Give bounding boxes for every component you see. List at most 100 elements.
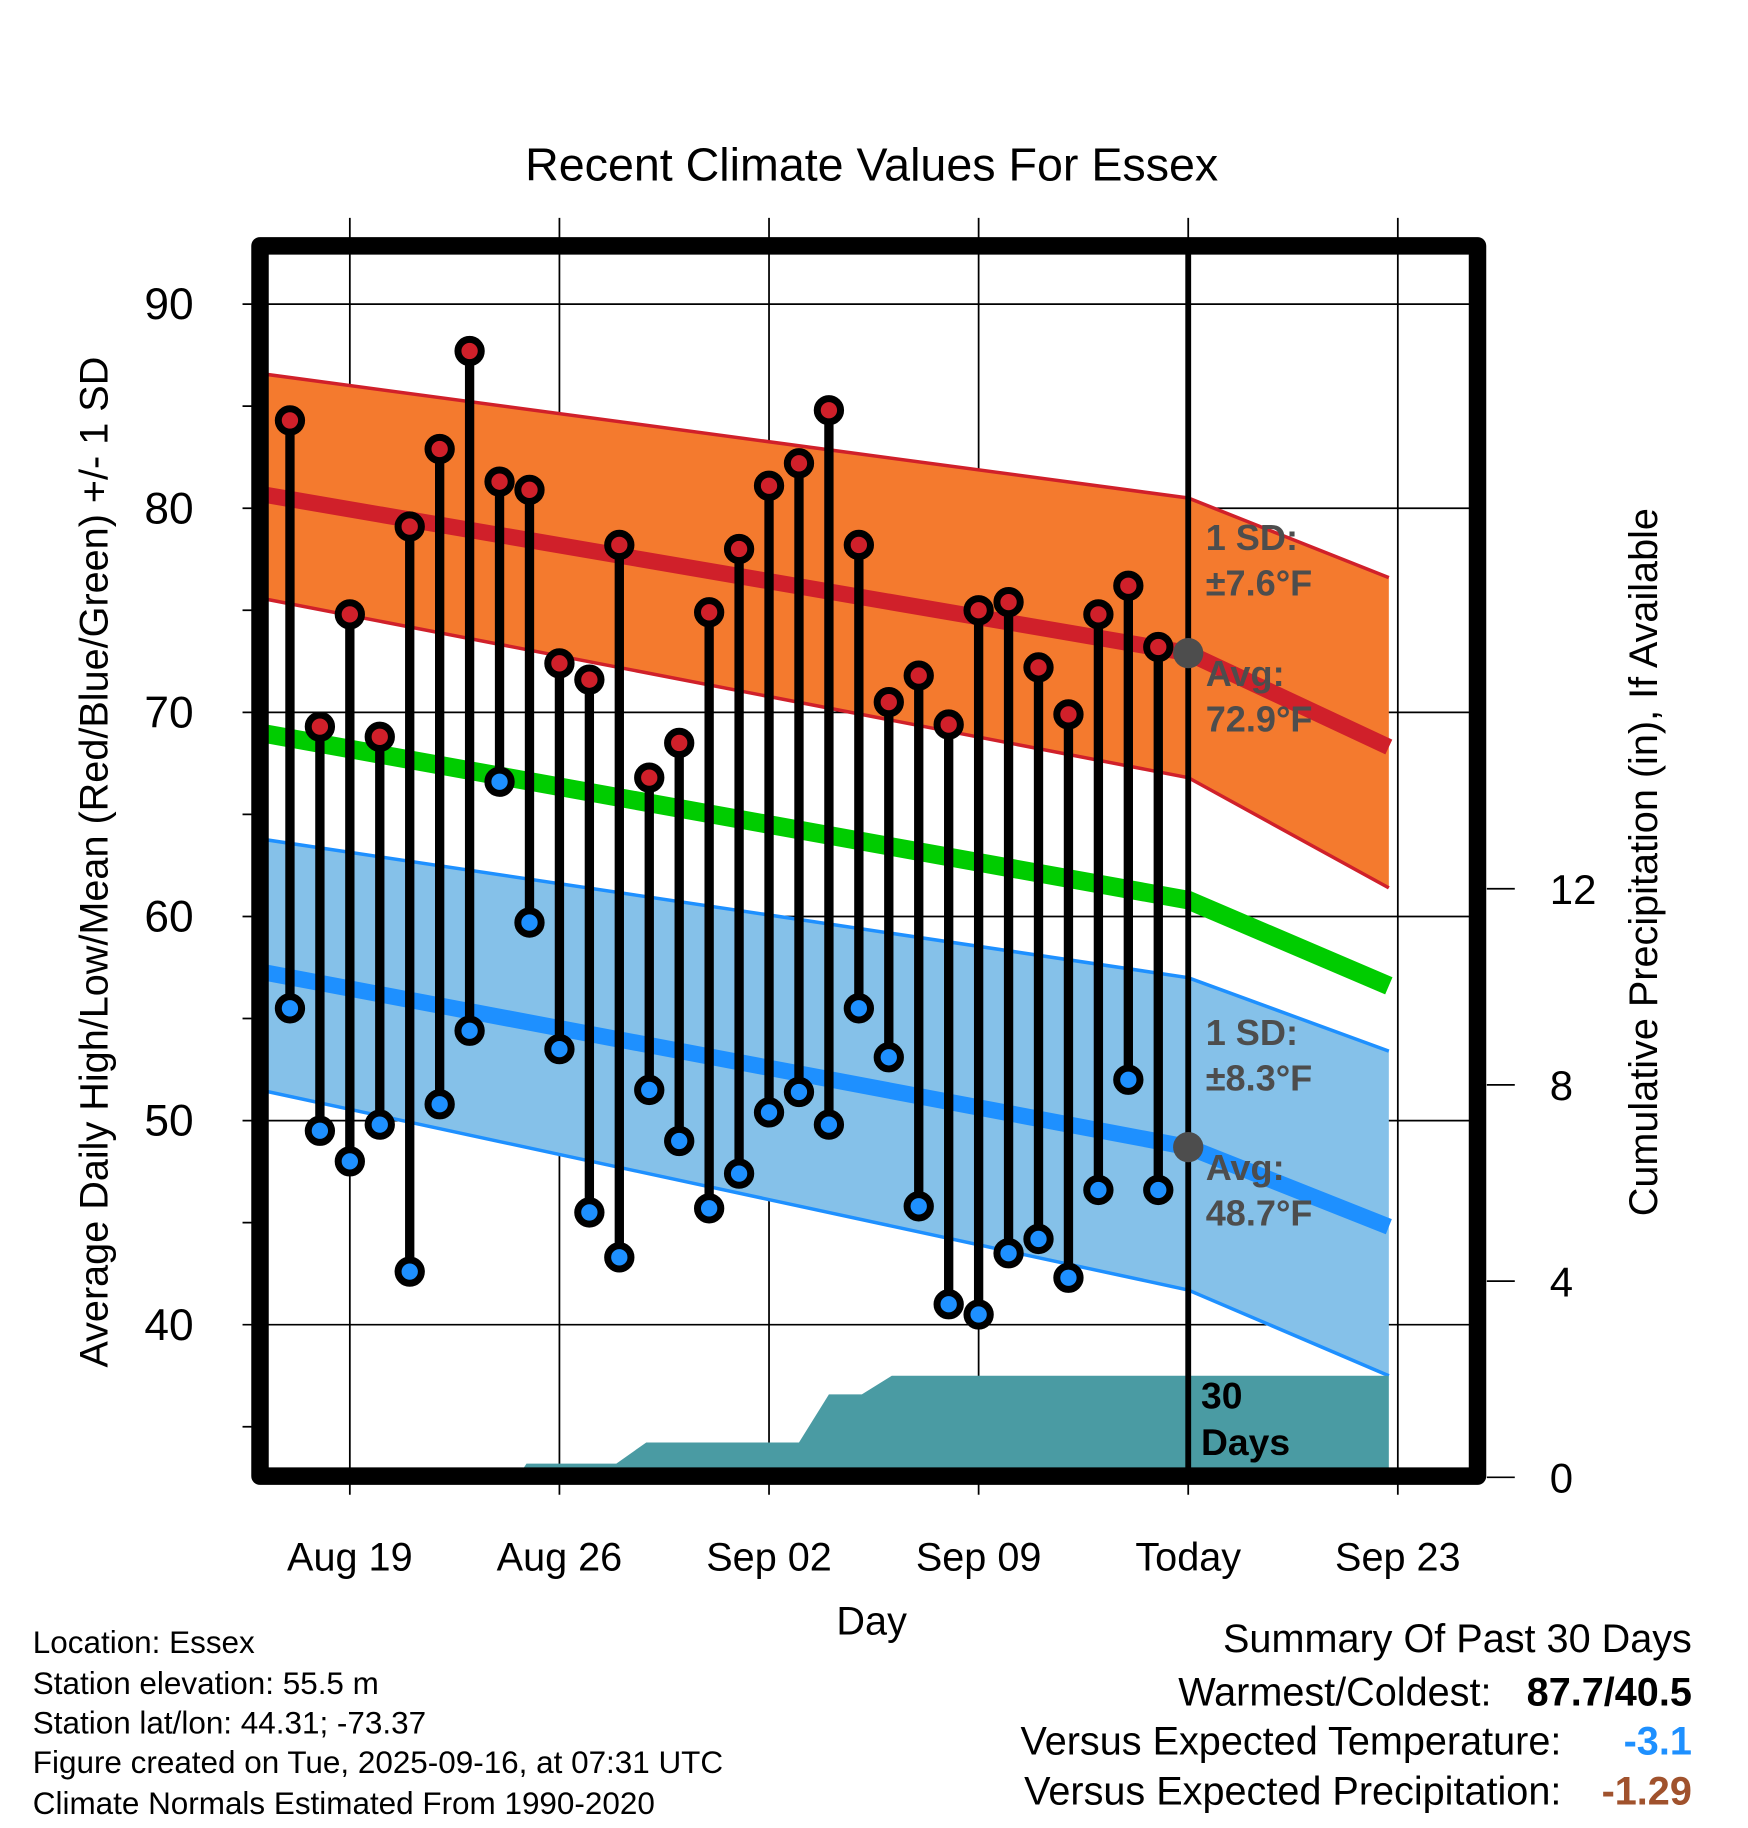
precip-window-label: Days <box>1201 1421 1290 1463</box>
station-info: Location: Essex Station elevation: 55.5 … <box>33 1625 723 1821</box>
today-normal-low-marker <box>1173 1131 1204 1163</box>
daily-high-point <box>334 599 365 630</box>
daily-low-point <box>963 1299 994 1330</box>
daily-high-point <box>364 721 395 752</box>
station-location: Location: Essex <box>33 1625 255 1660</box>
daily-low-point <box>1023 1223 1054 1255</box>
x-tick-label: Aug 19 <box>287 1536 413 1580</box>
daily-high-point <box>723 533 755 565</box>
daily-high-point <box>1113 570 1144 601</box>
daily-low-point <box>693 1193 725 1224</box>
daily-low-point <box>873 1042 904 1073</box>
daily-low-point <box>304 1115 336 1146</box>
station-elevation: Station elevation: 55.5 m <box>33 1666 379 1701</box>
daily-low-point <box>1143 1174 1174 1206</box>
daily-low-point <box>723 1158 755 1189</box>
daily-high-point <box>783 448 815 479</box>
y-tick-label: 60 <box>144 893 193 942</box>
x-axis-label: Day <box>836 1600 907 1644</box>
cumulative-precip-area <box>523 1375 1389 1468</box>
daily-high-point <box>604 529 635 561</box>
y-tick-label: 40 <box>144 1301 193 1350</box>
figure-created: Figure created on Tue, 2025-09-16, at 07… <box>33 1745 723 1780</box>
daily-high-point <box>753 470 785 501</box>
daily-high-point <box>873 686 904 718</box>
y-tick-label: 50 <box>144 1097 193 1146</box>
temp-anomaly-label: Versus Expected Temperature: <box>1020 1720 1561 1764</box>
daily-low-point <box>664 1125 695 1157</box>
x-tick-label: Today <box>1135 1536 1241 1580</box>
warmest-coldest-value: 87.7/40.5 <box>1527 1671 1692 1715</box>
y-tick-label: 80 <box>144 484 193 533</box>
precip-window-label: 30 <box>1201 1375 1242 1417</box>
y2-tick-label: 0 <box>1550 1454 1573 1501</box>
daily-high-point <box>843 529 875 561</box>
daily-high-point <box>394 511 425 542</box>
daily-low-point <box>364 1109 395 1140</box>
daily-low-point <box>394 1256 425 1287</box>
daily-low-point <box>1113 1064 1144 1095</box>
precip-anomaly-value: -1.29 <box>1602 1770 1692 1814</box>
daily-low-point <box>933 1289 964 1320</box>
daily-high-point <box>454 335 485 367</box>
daily-low-point <box>813 1109 845 1140</box>
daily-high-point <box>993 586 1024 618</box>
daily-low-point <box>783 1076 815 1108</box>
y-tick-label: 90 <box>144 280 193 329</box>
daily-low-point <box>1083 1174 1114 1206</box>
plot-frame <box>251 237 1487 1485</box>
daily-high-point <box>693 597 725 628</box>
annotation-low-sd-value: ±8.3°F <box>1206 1058 1313 1099</box>
daily-high-point <box>1143 631 1174 663</box>
annotation-high-sd-label: 1 SD: <box>1206 517 1298 558</box>
annotation-high-sd-value: ±7.6°F <box>1206 562 1313 603</box>
daily-high-point <box>1053 699 1084 730</box>
x-tick-label: Sep 09 <box>916 1536 1042 1580</box>
annotation-low-avg-label: Avg: <box>1206 1147 1285 1188</box>
daily-low-point <box>903 1191 934 1222</box>
y-axis-label: Average Daily High/Low/Mean (Red/Blue/Gr… <box>72 357 116 1368</box>
daily-high-point <box>1023 652 1054 683</box>
summary-title: Summary Of Past 30 Days <box>1223 1617 1692 1661</box>
daily-high-point <box>304 711 336 742</box>
daily-high-point <box>963 595 994 626</box>
daily-high-point <box>1083 599 1114 630</box>
y2-tick-label: 12 <box>1550 866 1597 913</box>
daily-low-point <box>334 1146 365 1177</box>
daily-low-point <box>574 1197 605 1228</box>
y-tick-label: 70 <box>144 688 193 737</box>
daily-low-point <box>843 993 875 1024</box>
annotation-low-avg-value: 48.7°F <box>1206 1193 1313 1234</box>
daily-high-point <box>514 474 545 505</box>
station-latlon: Station lat/lon: 44.31; -73.37 <box>33 1706 426 1741</box>
annotation-low-sd-label: 1 SD: <box>1206 1012 1298 1053</box>
daily-low-point <box>634 1074 665 1106</box>
daily-low-point <box>1053 1262 1084 1293</box>
daily-high-point <box>484 466 515 497</box>
daily-high-point <box>424 433 455 465</box>
daily-high-point <box>544 648 575 679</box>
y2-tick-label: 4 <box>1550 1258 1573 1305</box>
annotation-high-avg-value: 72.9°F <box>1206 699 1313 740</box>
annotation-high-avg-label: Avg: <box>1206 653 1285 694</box>
chart-title: Recent Climate Values For Essex <box>525 139 1218 191</box>
daily-low-point <box>274 993 306 1024</box>
daily-low-point <box>993 1238 1024 1269</box>
y2-tick-label: 8 <box>1550 1062 1573 1109</box>
precip-anomaly-label: Versus Expected Precipitation: <box>1024 1770 1561 1814</box>
daily-low-point <box>544 1033 575 1065</box>
y2-axis-label: Cumulative Precipitation (in), If Availa… <box>1622 508 1666 1216</box>
summary-panel: Summary Of Past 30 Days Warmest/Coldest:… <box>1020 1617 1691 1814</box>
daily-low-point <box>604 1242 635 1273</box>
daily-low-point <box>514 907 545 938</box>
daily-high-point <box>813 395 845 426</box>
x-tick-label: Sep 02 <box>706 1536 832 1580</box>
daily-high-point <box>634 762 665 793</box>
climate-normals-note: Climate Normals Estimated From 1990-2020 <box>33 1786 655 1821</box>
daily-high-point <box>574 664 605 695</box>
daily-high-point <box>903 660 934 691</box>
daily-high-point <box>664 727 695 759</box>
